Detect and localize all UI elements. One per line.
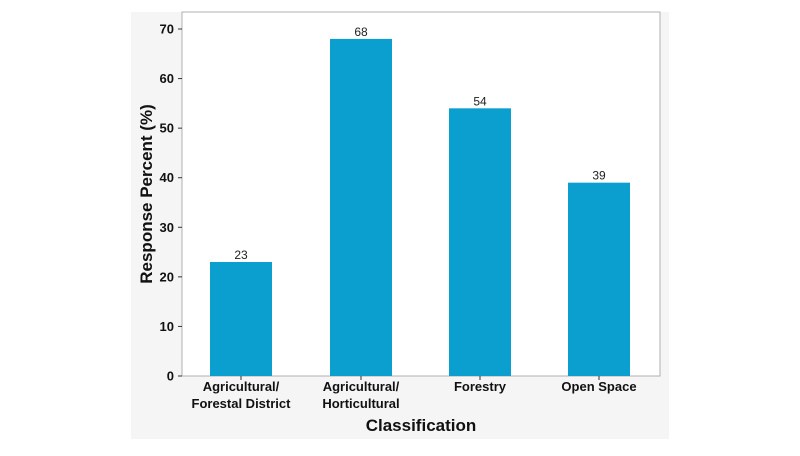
bar <box>568 182 630 376</box>
x-tick-label: Open Space <box>561 379 636 394</box>
x-axis: Agricultural/Forestal District Agricultur… <box>192 376 637 411</box>
bar-value-label: 39 <box>592 169 606 183</box>
bar <box>330 38 392 377</box>
bar-value-label: 68 <box>354 25 368 39</box>
bar-value-label: 54 <box>473 94 487 108</box>
data-labels: 23 68 54 39 <box>234 25 606 262</box>
y-tick-label: 10 <box>160 319 174 334</box>
y-tick-label: 0 <box>167 369 174 384</box>
x-tick-label: Forestry <box>454 379 507 394</box>
y-tick-label: 60 <box>160 71 174 86</box>
y-axis: 0 10 20 30 40 50 60 70 <box>160 22 182 384</box>
x-axis-title: Classification <box>366 416 477 435</box>
y-tick-label: 20 <box>160 269 174 284</box>
y-axis-title: Response Percent (%) <box>137 104 156 284</box>
bar-value-label: 23 <box>234 248 248 262</box>
bar-series <box>210 38 630 377</box>
y-tick-label: 30 <box>160 220 174 235</box>
y-tick-label: 50 <box>160 121 174 136</box>
bar <box>210 261 272 376</box>
y-tick-label: 70 <box>160 22 174 37</box>
y-tick-label: 40 <box>160 170 174 185</box>
bar <box>449 108 511 377</box>
x-tick-label: Agricultural/Horticultural <box>322 379 399 411</box>
x-tick-label: Agricultural/Forestal District <box>192 379 292 411</box>
